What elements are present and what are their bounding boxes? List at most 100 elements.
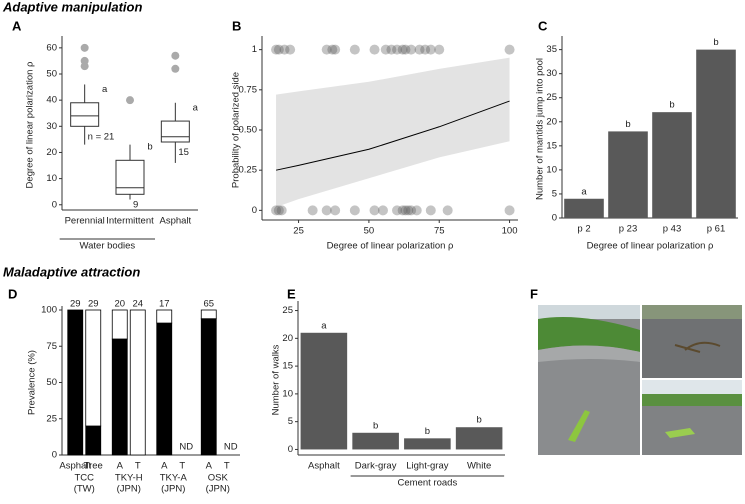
fit-line	[275, 100, 510, 171]
y-tick-label: 10	[282, 388, 293, 399]
point	[414, 44, 425, 55]
y-tick-label: 0.75	[239, 84, 258, 95]
bar-segment	[111, 338, 128, 456]
y-tick-label: 25	[282, 305, 293, 316]
photo-hedge	[642, 305, 742, 319]
bar	[352, 432, 399, 450]
point	[392, 205, 403, 216]
point	[271, 44, 282, 55]
point	[307, 205, 318, 216]
group-label: Water bodies	[80, 241, 136, 252]
x-tick-label: A	[161, 461, 168, 472]
x-tick-label: p 43	[663, 224, 682, 235]
letter: b	[625, 119, 630, 130]
y-tick-label: 1	[252, 44, 257, 55]
site-label: TKY-H	[115, 473, 143, 484]
x-tick-label: A	[117, 461, 124, 472]
point	[442, 205, 453, 216]
y-tick-label: 0	[552, 213, 557, 224]
site-label: TKY-A	[160, 473, 188, 484]
panel-letter: C	[538, 18, 548, 33]
y-tick-label: 30	[546, 68, 557, 79]
confidence-band	[276, 57, 510, 208]
panel-letter: F	[530, 286, 538, 301]
site-label: TCC	[74, 473, 94, 484]
photo-sky	[538, 305, 640, 319]
bar-segment	[200, 309, 217, 320]
n-label: n = 21	[88, 131, 115, 142]
x-tick-label: p 61	[707, 224, 726, 235]
x-axis-label: Degree of linear polarization ρ	[327, 241, 454, 252]
photo-hedge	[538, 317, 640, 352]
y-tick-label: 30	[46, 121, 57, 132]
bar	[652, 112, 692, 218]
letter: b	[713, 37, 718, 48]
bar	[696, 49, 736, 219]
letter: a	[102, 84, 108, 95]
y-tick-label: 40	[46, 95, 57, 106]
y-tick-label: 0.50	[239, 125, 258, 136]
point	[285, 44, 296, 55]
point	[271, 205, 282, 216]
letter: a	[193, 103, 199, 114]
point	[321, 205, 332, 216]
bar-segment	[111, 309, 128, 340]
y-tick-label: 0	[288, 444, 293, 455]
letter: b	[669, 100, 674, 111]
panel-letter: A	[12, 18, 22, 33]
nd-label: ND	[179, 442, 193, 453]
country-label: (TW)	[74, 484, 95, 495]
outlier	[80, 43, 89, 52]
y-tick-label: 50	[46, 377, 57, 388]
y-axis-label: Number of walks	[271, 344, 282, 415]
x-tick-label: Tree	[84, 461, 103, 472]
y-tick-label: 100	[41, 305, 57, 316]
y-tick-label: 15	[282, 361, 293, 372]
point	[434, 44, 445, 55]
point	[377, 205, 388, 216]
y-axis-label: Probability of polarized side	[231, 72, 242, 188]
y-tick-label: 25	[546, 92, 557, 103]
point	[321, 44, 332, 55]
y-axis-label: Number of mantids jump into pool	[535, 58, 546, 200]
panel-letter: D	[8, 286, 17, 301]
point	[420, 44, 431, 55]
count-label: 29	[88, 299, 99, 310]
point	[273, 205, 284, 216]
point	[279, 44, 290, 55]
y-tick-label: 20	[282, 333, 293, 344]
section-heading: Adaptive manipulation	[2, 0, 142, 14]
y-tick-label: 60	[46, 42, 57, 53]
photo-sky	[642, 380, 742, 394]
y-tick-label: 20	[546, 116, 557, 127]
country-label: (JPN)	[206, 484, 230, 495]
bar-segment	[85, 425, 102, 456]
point	[397, 205, 408, 216]
y-tick-label: 10	[46, 173, 57, 184]
x-axis-label: Degree of linear polarization ρ	[587, 241, 714, 252]
y-tick-label: 25	[46, 413, 57, 424]
point	[349, 44, 360, 55]
point	[380, 44, 391, 55]
x-tick-label: Intermittent	[106, 216, 154, 227]
outlier	[80, 56, 89, 65]
point	[273, 44, 284, 55]
y-tick-label: 0	[52, 450, 57, 461]
photo-mantis	[674, 341, 721, 353]
panel-letter: B	[232, 18, 241, 33]
point	[327, 44, 338, 55]
point	[369, 205, 380, 216]
x-tick-label: 25	[293, 226, 304, 237]
letter: a	[321, 320, 327, 331]
panel-letter: E	[287, 286, 296, 301]
outlier	[171, 51, 180, 60]
count-label: 29	[70, 299, 81, 310]
bar	[455, 427, 503, 450]
y-tick-label: 0	[252, 205, 257, 216]
y-axis-label: Degree of linear polarization ρ	[25, 61, 36, 188]
bar	[404, 438, 451, 450]
section-heading: Maladaptive attraction	[3, 264, 140, 279]
bar-segment	[129, 309, 146, 456]
y-tick-label: 50	[46, 69, 57, 80]
country-label: (JPN)	[117, 484, 141, 495]
